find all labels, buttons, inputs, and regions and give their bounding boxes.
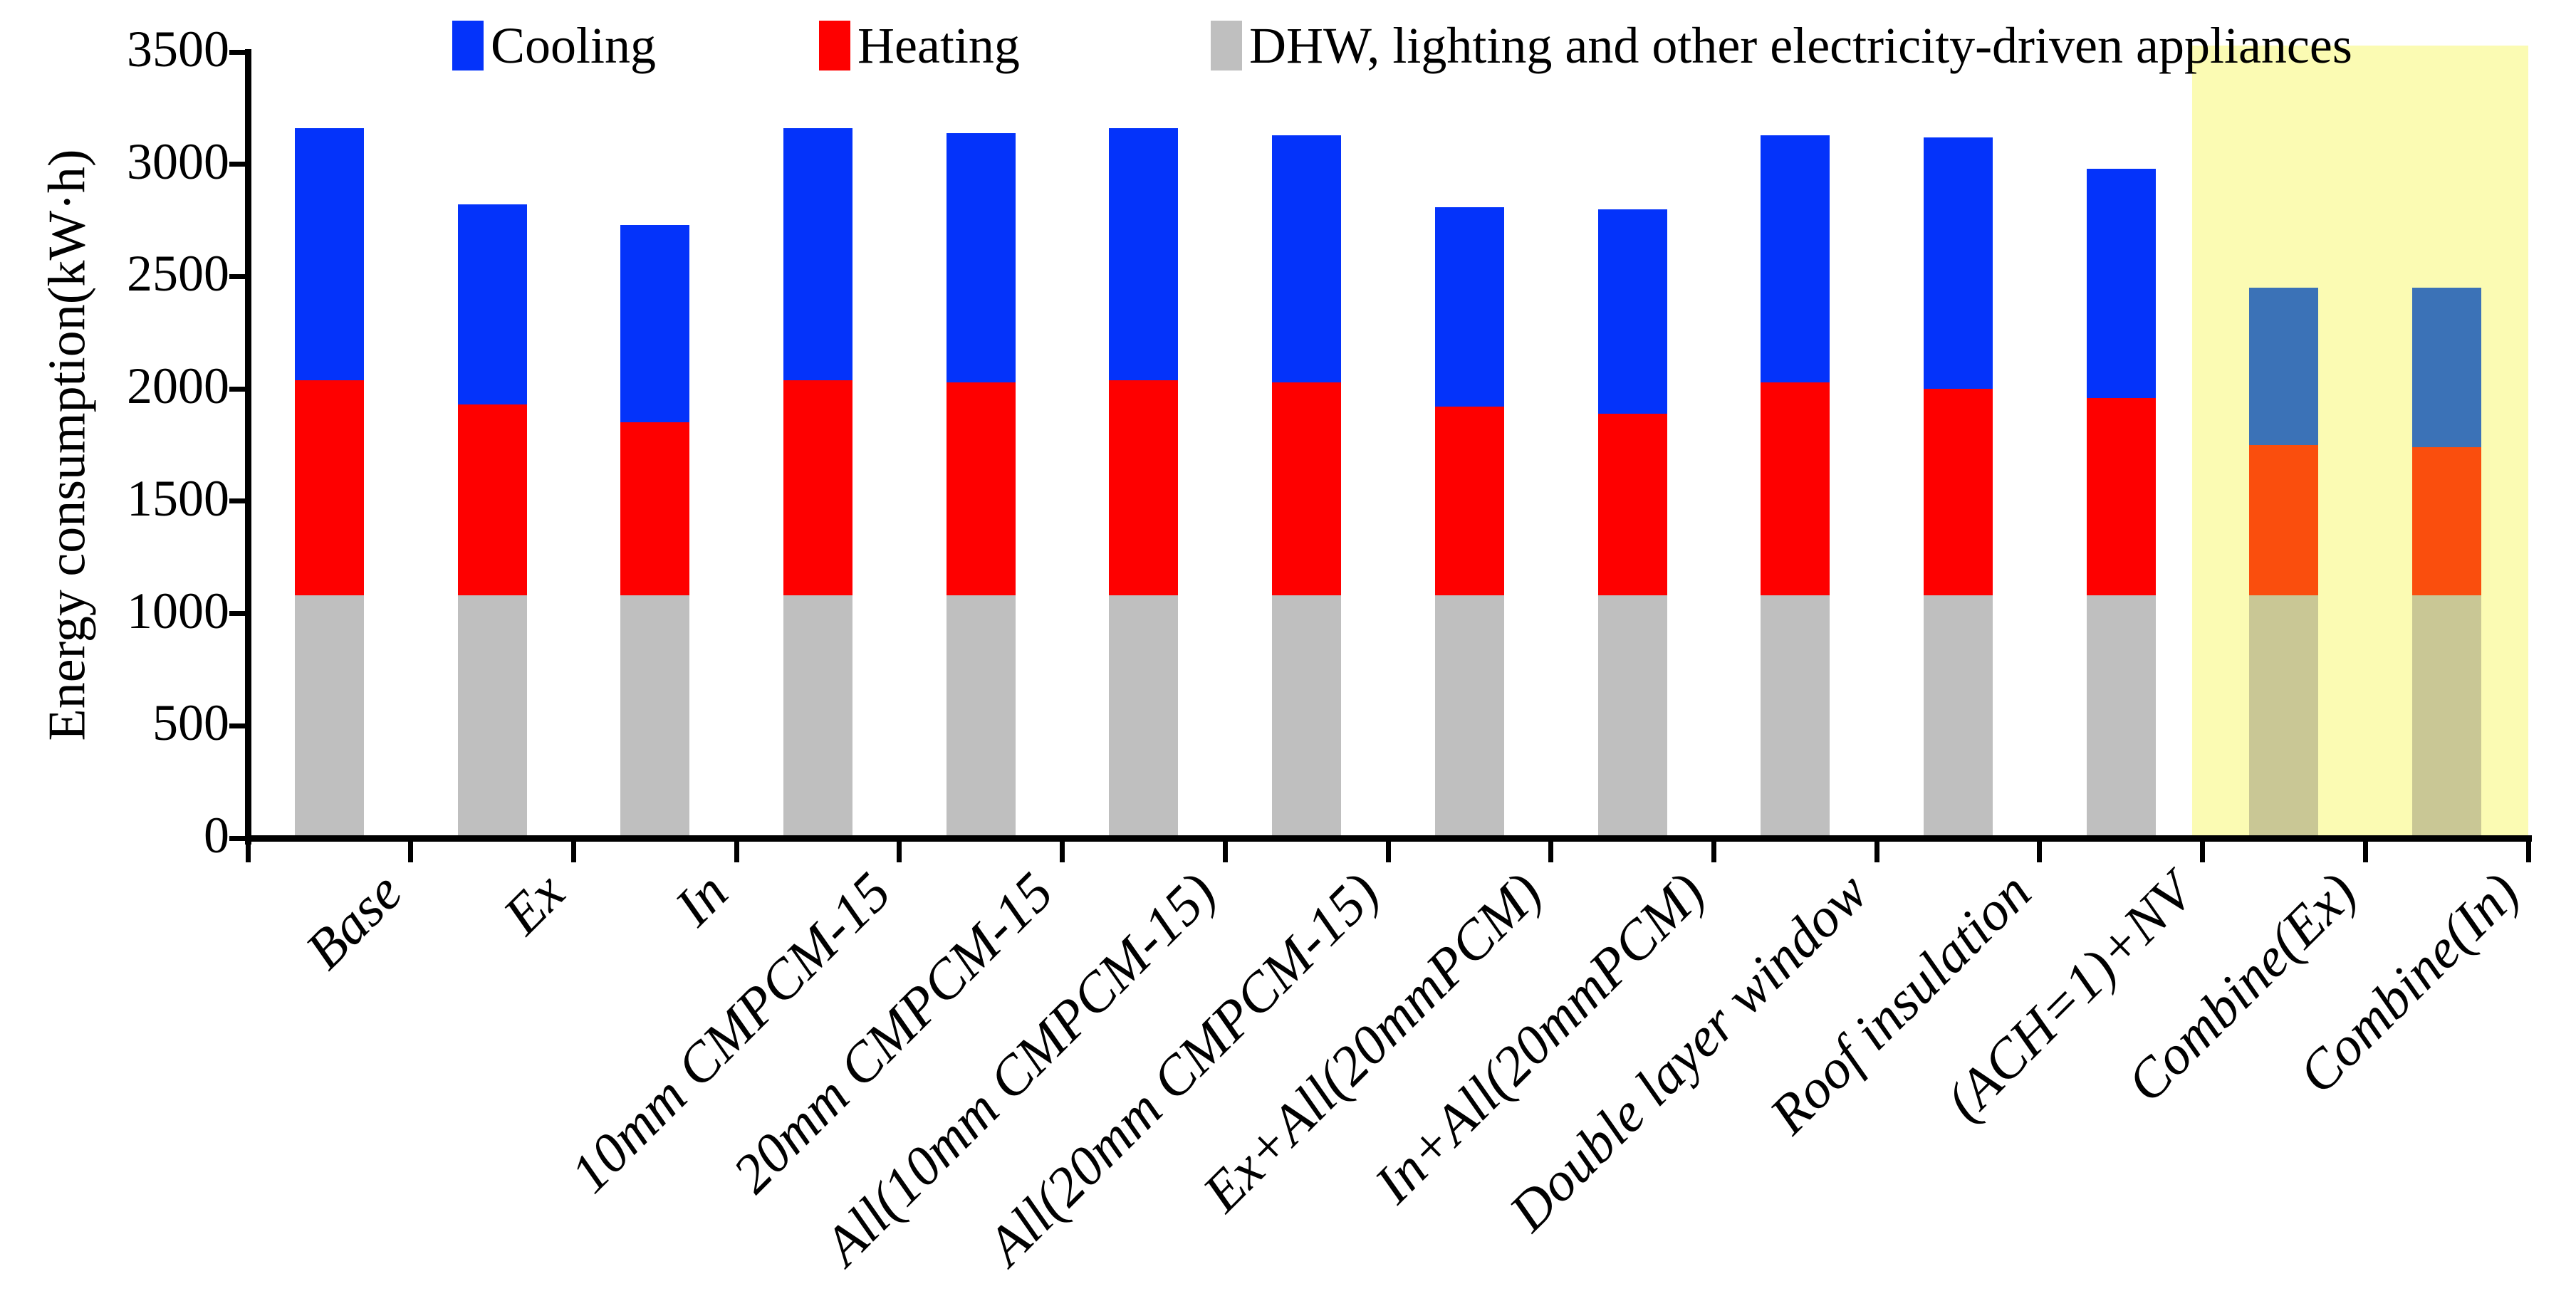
x-tick-mark: [245, 838, 251, 862]
x-tick-mark: [897, 838, 902, 862]
y-tick-mark: [229, 49, 248, 55]
bar-segment: [1272, 135, 1342, 382]
dhw-legend-label: DHW, lighting and other electricity-driv…: [1249, 17, 2352, 74]
y-tick-label: 2000: [127, 357, 229, 415]
bar-segment: [2412, 447, 2482, 596]
y-tick-mark: [229, 723, 248, 728]
cooling-legend-swatch: [452, 21, 484, 70]
bar-segment: [2086, 397, 2156, 596]
legend-item-dhw: DHW, lighting and other electricity-driv…: [1211, 20, 2352, 71]
x-axis-label: Base: [293, 860, 414, 981]
x-tick-mark: [2037, 838, 2043, 862]
bar-segment: [620, 224, 690, 423]
y-tick-mark: [229, 611, 248, 617]
y-tick-mark: [229, 498, 248, 504]
x-tick-mark: [2362, 838, 2368, 862]
bar-segment: [1924, 389, 1993, 596]
bar-segment: [1272, 382, 1342, 596]
bar-segment: [2249, 445, 2319, 596]
x-tick-mark: [408, 838, 414, 862]
bar-segment: [1109, 380, 1179, 596]
x-tick-mark: [734, 838, 739, 862]
x-tick-mark: [1222, 838, 1228, 862]
bar-segment: [2249, 288, 2319, 445]
y-tick-mark: [229, 162, 248, 167]
y-tick-label: 0: [204, 807, 229, 864]
bar-segment: [783, 595, 852, 838]
bar-segment: [294, 380, 364, 596]
heating-legend-swatch: [819, 21, 850, 70]
bar-segment: [2412, 595, 2482, 838]
legend-item-cooling: Cooling: [452, 20, 656, 71]
bar-segment: [1109, 595, 1179, 838]
y-tick-label: 2500: [127, 245, 229, 303]
x-tick-mark: [2200, 838, 2206, 862]
bar-segment: [783, 380, 852, 596]
x-tick-mark: [1548, 838, 1554, 862]
cooling-legend-label: Cooling: [491, 17, 657, 74]
bar-segment: [2412, 288, 2482, 448]
bar-segment: [1597, 413, 1667, 596]
bar-segment: [1597, 209, 1667, 414]
x-axis-label: Ex: [491, 860, 577, 946]
x-tick-mark: [1874, 838, 1879, 862]
x-tick-mark: [1711, 838, 1716, 862]
dhw-legend-swatch: [1211, 21, 1242, 70]
bar-segment: [2249, 595, 2319, 838]
y-tick-mark: [229, 386, 248, 392]
heating-legend-label: Heating: [857, 17, 1020, 74]
bar-segment: [1272, 595, 1342, 838]
y-tick-mark: [229, 835, 248, 841]
bar-segment: [1761, 135, 1830, 382]
bar-segment: [1597, 595, 1667, 838]
y-tick-label: 1000: [127, 582, 229, 639]
x-tick-mark: [1385, 838, 1391, 862]
bar-segment: [1434, 407, 1504, 596]
x-tick-mark: [2525, 838, 2531, 862]
bar-segment: [1761, 595, 1830, 838]
y-tick-mark: [229, 273, 248, 279]
bar-segment: [1434, 595, 1504, 838]
bar-segment: [2086, 169, 2156, 398]
bar-segment: [946, 595, 1016, 838]
bar-segment: [620, 595, 690, 838]
bar-segment: [294, 128, 364, 380]
legend-item-heating: Heating: [819, 20, 1020, 71]
bar-segment: [1924, 137, 1993, 390]
bar-segment: [1761, 382, 1830, 596]
x-tick-mark: [570, 838, 576, 862]
bar-segment: [457, 404, 527, 596]
bar-segment: [1434, 207, 1504, 407]
bar-segment: [457, 204, 527, 405]
bar-segment: [620, 422, 690, 596]
y-axis: [245, 49, 251, 845]
bar-segment: [294, 595, 364, 838]
bar-segment: [1924, 595, 1993, 838]
bar-segment: [1109, 128, 1179, 380]
bar-segment: [2086, 595, 2156, 838]
bar-segment: [457, 595, 527, 838]
y-tick-label: 1500: [127, 470, 229, 528]
bar-segment: [946, 132, 1016, 382]
bar-segment: [946, 382, 1016, 596]
x-axis-label: In: [662, 860, 739, 937]
y-tick-label: 3000: [127, 132, 229, 190]
y-tick-label: 3500: [127, 21, 229, 78]
bar-segment: [783, 128, 852, 380]
x-tick-mark: [1060, 838, 1065, 862]
y-tick-label: 500: [152, 694, 229, 752]
y-axis-title: Energy consumption(kW·h): [38, 149, 97, 741]
